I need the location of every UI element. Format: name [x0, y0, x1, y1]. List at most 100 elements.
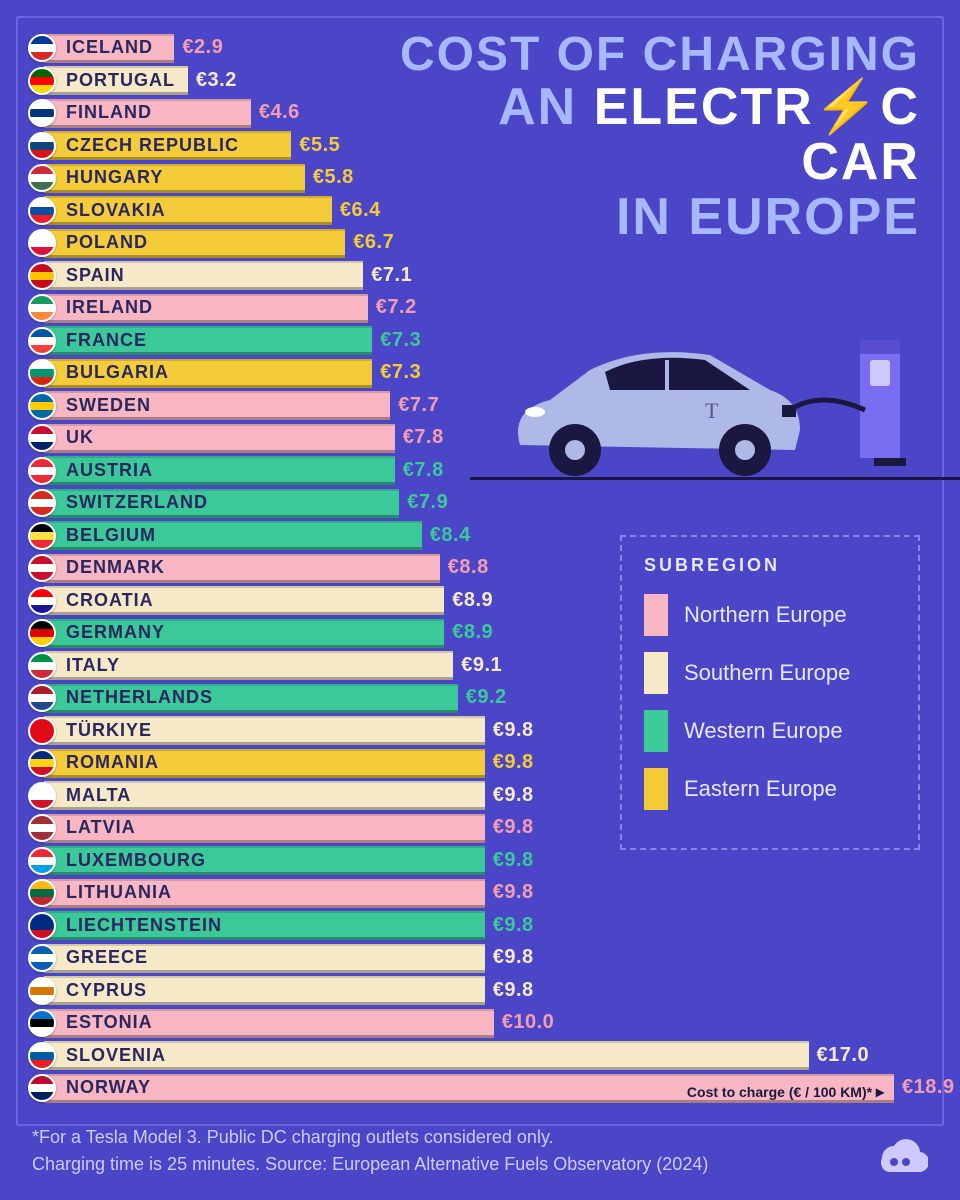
country-label: LIECHTENSTEIN [66, 915, 222, 936]
bar: TÜRKIYE€9.8 [44, 716, 485, 745]
country-label: FINLAND [66, 102, 152, 123]
bar: LIECHTENSTEIN€9.8 [44, 911, 485, 940]
flag-icon [28, 879, 56, 907]
bar-row: POLAND €6.7 [28, 227, 928, 259]
flag-icon [28, 652, 56, 680]
country-label: NORWAY [66, 1077, 151, 1098]
bar: ICELAND€2.9 [44, 34, 174, 63]
value-label: €7.2 [376, 296, 417, 319]
country-label: FRANCE [66, 330, 147, 351]
axis-label: Cost to charge (€ / 100 KM)* ▸ [687, 1082, 884, 1102]
flag-icon [28, 684, 56, 712]
bar-row: CROATIA €8.9 [28, 585, 928, 617]
bar: SLOVENIA€17.0 [44, 1041, 809, 1070]
flag-icon [28, 34, 56, 62]
bar: CZECH REPUBLIC€5.5 [44, 131, 291, 160]
bar-row: FRANCE €7.3 [28, 325, 928, 357]
bar: BELGIUM€8.4 [44, 521, 422, 550]
bar-row: MALTA€9.8 [28, 780, 928, 812]
country-label: CYPRUS [66, 980, 147, 1001]
value-label: €7.9 [407, 491, 448, 514]
bar-row: IRELAND €7.2 [28, 292, 928, 324]
bar: ESTONIA€10.0 [44, 1009, 494, 1038]
bar: GREECE€9.8 [44, 944, 485, 973]
bar: UK€7.8 [44, 424, 395, 453]
flag-icon [28, 782, 56, 810]
value-label: €9.8 [493, 914, 534, 937]
bar: FINLAND€4.6 [44, 99, 251, 128]
bar: LITHUANIA€9.8 [44, 879, 485, 908]
value-label: €7.3 [380, 329, 421, 352]
flag-icon [28, 522, 56, 550]
value-label: €9.8 [493, 751, 534, 774]
country-label: CZECH REPUBLIC [66, 135, 239, 156]
bar-row: ROMANIA€9.8 [28, 747, 928, 779]
bar-row: SLOVENIA€17.0 [28, 1040, 928, 1072]
value-label: €10.0 [502, 1011, 555, 1034]
flag-icon [28, 587, 56, 615]
flag-icon [28, 489, 56, 517]
country-label: BELGIUM [66, 525, 156, 546]
country-label: CROATIA [66, 590, 154, 611]
country-label: DENMARK [66, 557, 165, 578]
flag-icon [28, 749, 56, 777]
bar-row: TÜRKIYE€9.8 [28, 715, 928, 747]
footnote-line-2: Charging time is 25 minutes. Source: Eur… [32, 1151, 708, 1178]
country-label: GREECE [66, 947, 148, 968]
bar: HUNGARY€5.8 [44, 164, 305, 193]
country-label: ESTONIA [66, 1012, 153, 1033]
value-label: €9.8 [493, 784, 534, 807]
bar-row: HUNGARY€5.8 [28, 162, 928, 194]
bar: NETHERLANDS€9.2 [44, 684, 458, 713]
country-label: UK [66, 427, 94, 448]
source-logo-icon [872, 1122, 928, 1178]
bar-row: SLOVAKIA €6.4 [28, 195, 928, 227]
value-label: €9.8 [493, 816, 534, 839]
value-label: €7.8 [403, 459, 444, 482]
bar: SPAIN€7.1 [44, 261, 363, 290]
flag-icon [28, 294, 56, 322]
flag-icon [28, 1042, 56, 1070]
bar: AUSTRIA€7.8 [44, 456, 395, 485]
country-label: TÜRKIYE [66, 720, 152, 741]
country-label: SWEDEN [66, 395, 151, 416]
value-label: €6.4 [340, 199, 381, 222]
value-label: €8.4 [430, 524, 471, 547]
country-label: POLAND [66, 232, 148, 253]
bar: CROATIA€8.9 [44, 586, 444, 615]
value-label: €9.1 [461, 654, 502, 677]
bar-row: CZECH REPUBLIC€5.5 [28, 130, 928, 162]
value-label: €7.3 [380, 361, 421, 384]
flag-icon [28, 229, 56, 257]
bar: BULGARIA€7.3 [44, 359, 372, 388]
flag-icon [28, 944, 56, 972]
flag-icon [28, 1074, 56, 1102]
value-label: €9.8 [493, 946, 534, 969]
flag-icon [28, 847, 56, 875]
value-label: €9.8 [493, 881, 534, 904]
flag-icon [28, 67, 56, 95]
value-label: €8.9 [452, 589, 493, 612]
flag-icon [28, 424, 56, 452]
country-label: ICELAND [66, 37, 153, 58]
flag-icon [28, 99, 56, 127]
country-label: GERMANY [66, 622, 165, 643]
bar-row: LATVIA€9.8 [28, 812, 928, 844]
bar: ROMANIA€9.8 [44, 749, 485, 778]
bar-row: FINLAND€4.6 [28, 97, 928, 129]
flag-icon [28, 164, 56, 192]
bar-row: GERMANY€8.9 [28, 617, 928, 649]
bar-row: ESTONIA €10.0 [28, 1007, 928, 1039]
value-label: €9.8 [493, 979, 534, 1002]
country-label: BULGARIA [66, 362, 169, 383]
bar-row: LITHUANIA€9.8 [28, 877, 928, 909]
country-label: IRELAND [66, 297, 153, 318]
country-label: SLOVAKIA [66, 200, 166, 221]
bar: PORTUGAL€3.2 [44, 66, 188, 95]
bar: CYPRUS€9.8 [44, 976, 485, 1005]
flag-icon [28, 359, 56, 387]
flag-icon [28, 197, 56, 225]
bar: LATVIA€9.8 [44, 814, 485, 843]
bar: SWEDEN€7.7 [44, 391, 390, 420]
value-label: €6.7 [353, 231, 394, 254]
